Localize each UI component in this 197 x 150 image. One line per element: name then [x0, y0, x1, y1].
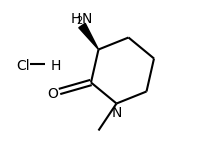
Text: H: H [71, 12, 81, 26]
Text: O: O [47, 87, 58, 101]
Text: Cl: Cl [16, 59, 30, 73]
Text: 2: 2 [76, 16, 82, 26]
Text: N: N [111, 106, 122, 120]
Text: N: N [82, 12, 92, 26]
Text: H: H [50, 59, 61, 73]
Polygon shape [79, 23, 98, 50]
